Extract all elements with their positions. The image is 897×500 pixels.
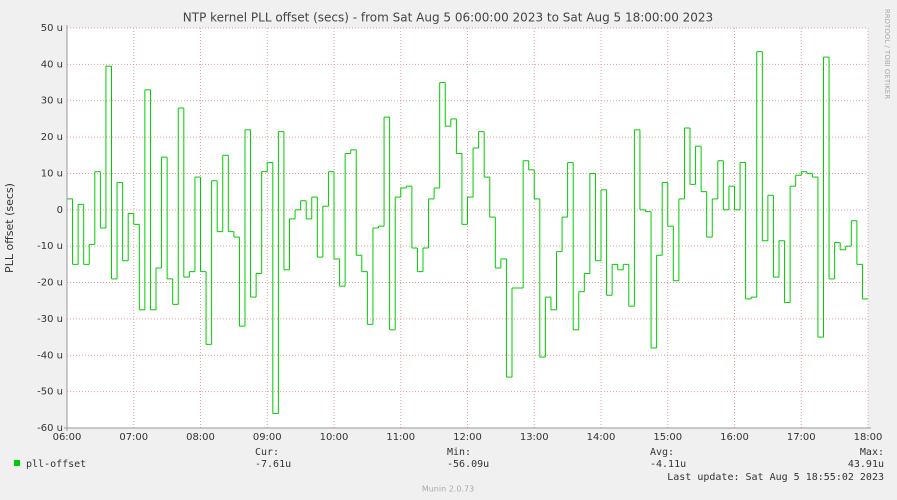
stat-label: Max: [860, 447, 884, 458]
y-tick-label: -50 u [37, 387, 63, 398]
x-tick-label: 17:00 [787, 432, 816, 443]
last-update: Last update: Sat Aug 5 18:55:02 2023 [667, 472, 884, 483]
series [67, 51, 868, 414]
y-tick-label: -30 u [37, 314, 63, 325]
stat-label: Cur: [255, 447, 279, 458]
x-tick-label: 10:00 [320, 432, 349, 443]
y-tick-label: 50 u [41, 23, 63, 34]
x-tick-label: 09:00 [253, 432, 282, 443]
side-text: RRDTOOL / TOBI OETIKER [883, 9, 891, 99]
x-tick-label: 14:00 [587, 432, 616, 443]
x-tick-label: 06:00 [53, 432, 82, 443]
stat-label: Avg: [650, 447, 674, 458]
legend-label: pll-offset [26, 459, 86, 470]
x-tick-label: 11:00 [386, 432, 415, 443]
footer: Munin 2.0.73 [422, 485, 474, 494]
x-tick-label: 16:00 [720, 432, 749, 443]
stat-value: -56.09u [447, 459, 489, 470]
legend-swatch [14, 460, 20, 466]
x-tick-label: 18:00 [854, 432, 883, 443]
stat-value: 43.91u [848, 459, 884, 470]
x-tick-label: 13:00 [520, 432, 549, 443]
y-tick-label: -40 u [37, 350, 63, 361]
y-axis-label: PLL offset (secs) [3, 183, 16, 273]
stat-label: Min: [447, 447, 471, 458]
grid [66, 27, 869, 429]
y-tick-label: -10 u [37, 241, 63, 252]
x-tick-label: 12:00 [453, 432, 482, 443]
x-tick-label: 15:00 [653, 432, 682, 443]
stat-value: -7.61u [255, 459, 291, 470]
y-tick-label: 30 u [41, 96, 63, 107]
y-tick-label: 0 [57, 205, 63, 216]
y-tick-label: -20 u [37, 278, 63, 289]
x-tick-label: 08:00 [186, 432, 215, 443]
y-tick-label: -60 u [37, 423, 63, 434]
stat-value: -4.11u [650, 459, 686, 470]
chart-title: NTP kernel PLL offset (secs) - from Sat … [183, 11, 713, 25]
y-tick-label: 20 u [41, 132, 63, 143]
y-tick-label: 10 u [41, 168, 63, 179]
x-tick-label: 07:00 [119, 432, 148, 443]
y-tick-label: 40 u [41, 59, 63, 70]
